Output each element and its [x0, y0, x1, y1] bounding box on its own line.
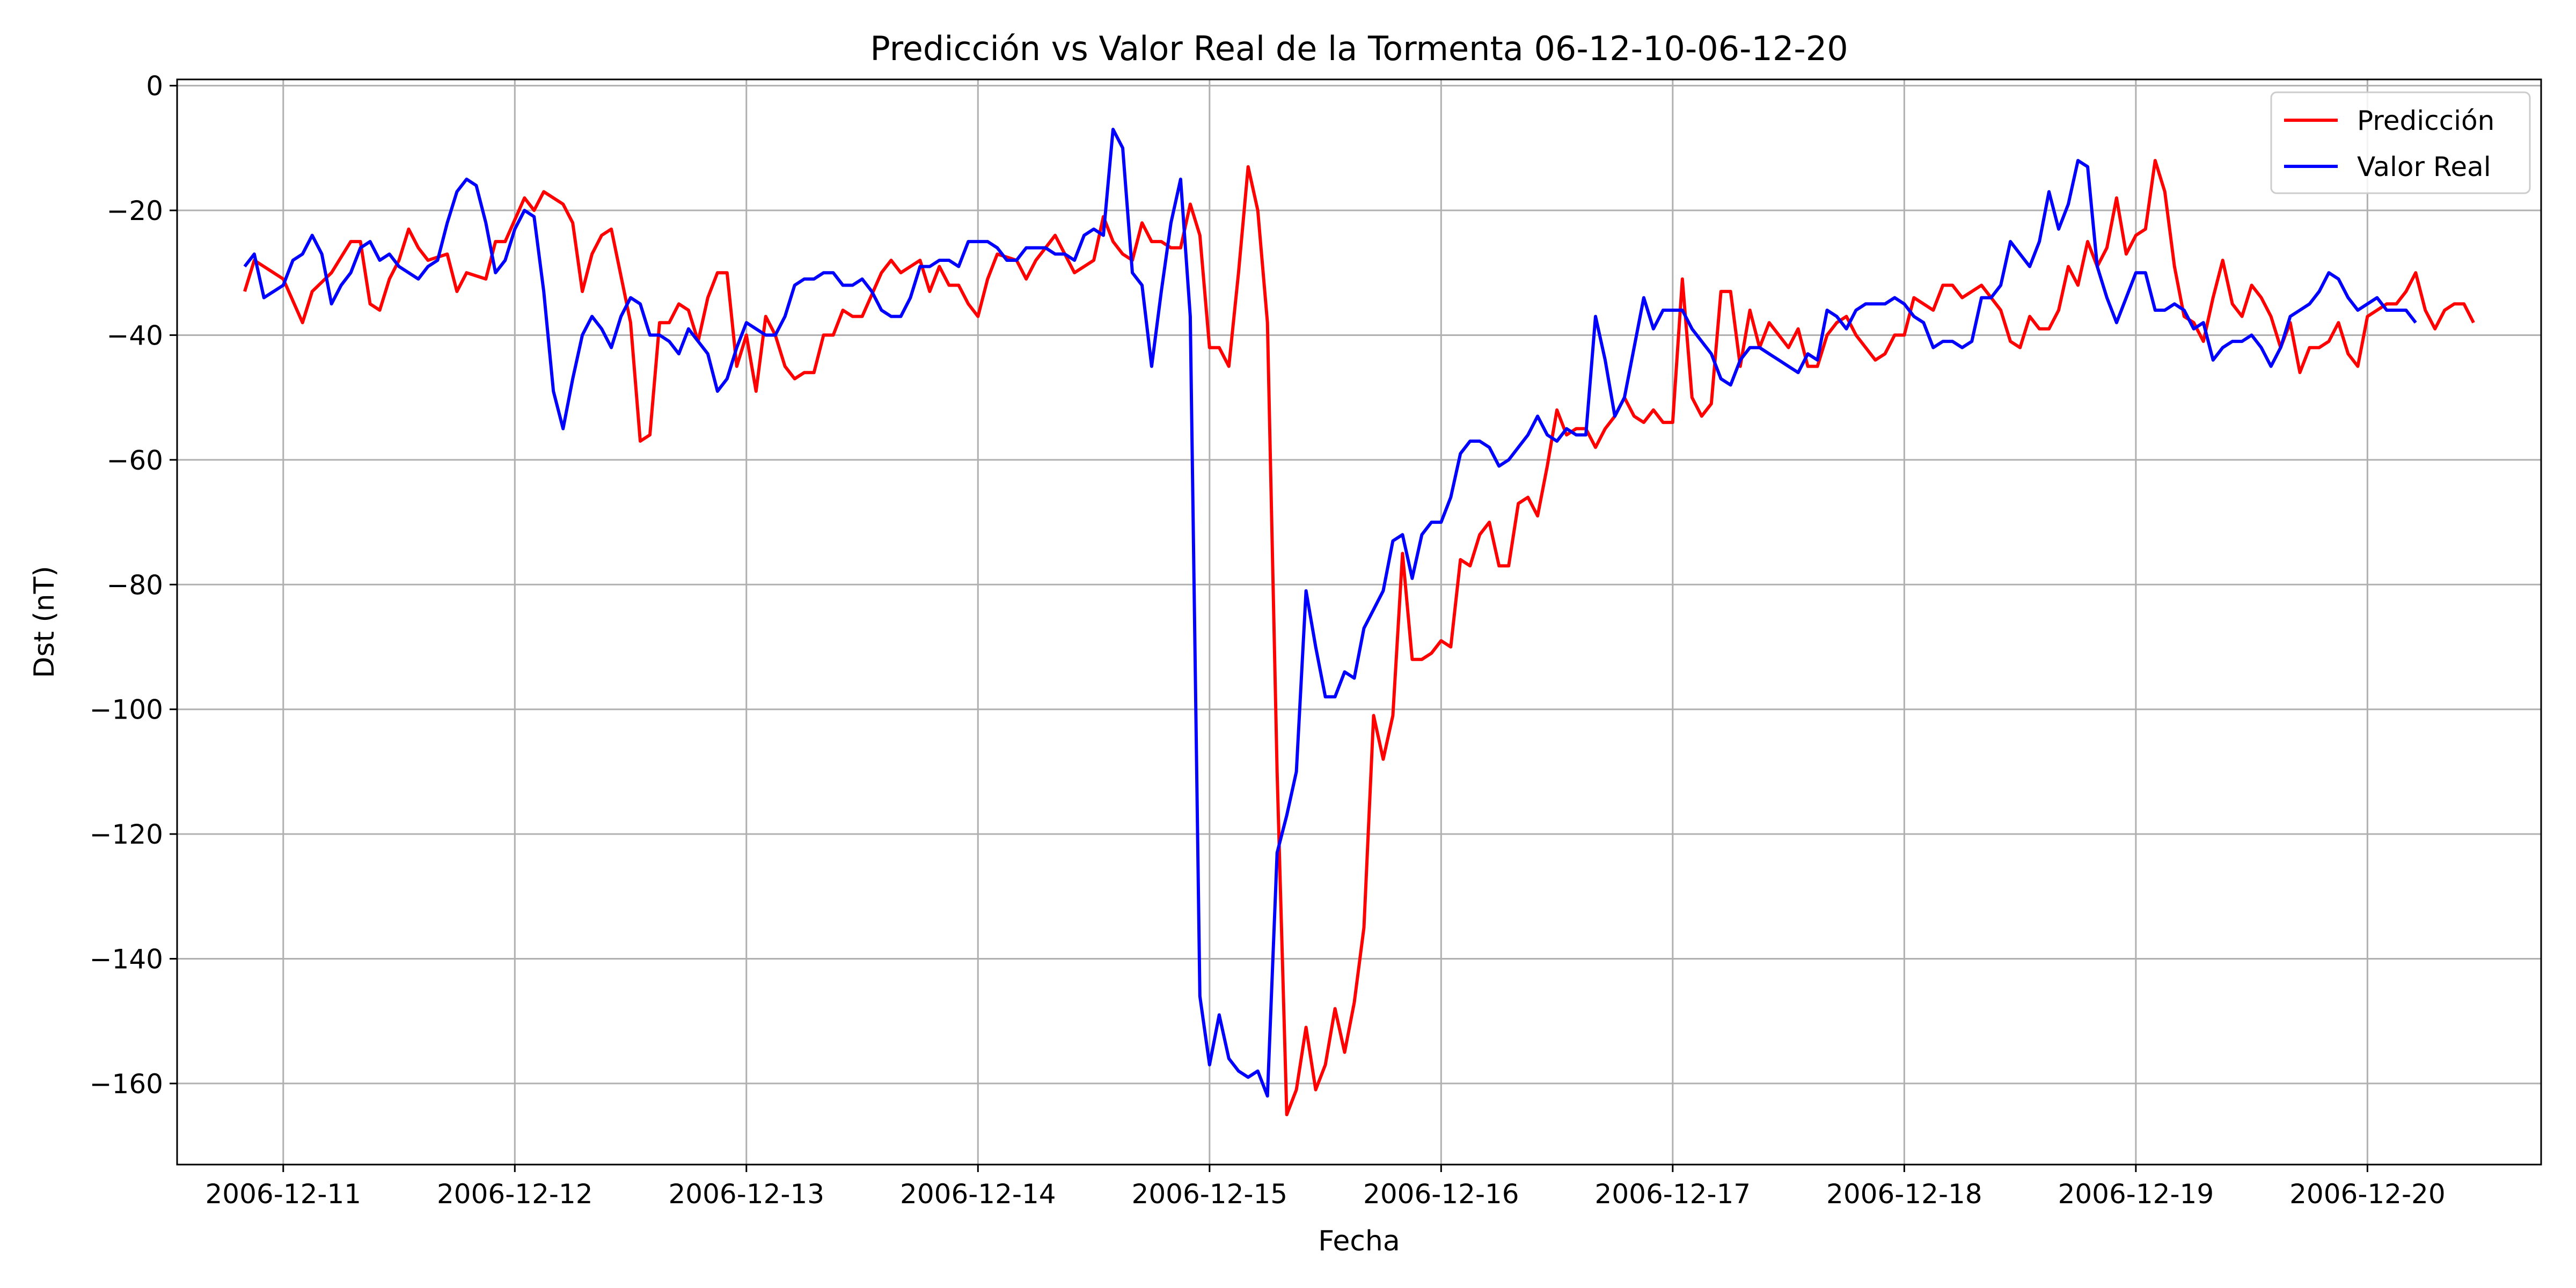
series-line [243, 159, 2475, 1116]
y-tick-label: −120 [90, 819, 163, 850]
y-tick-label: −60 [106, 445, 163, 476]
legend-label: Predicción [2357, 105, 2494, 136]
x-tick-label: 2006-12-14 [900, 1179, 1056, 1210]
y-axis-label: Dst (nT) [28, 566, 61, 678]
series-line [243, 128, 2417, 1098]
x-tick-label: 2006-12-13 [669, 1179, 825, 1210]
legend: Predicción Valor Real [2270, 91, 2531, 194]
y-tick-label: −100 [90, 694, 163, 726]
chart-title: Predicción vs Valor Real de la Tormenta … [870, 29, 1848, 68]
x-tick-label: 2006-12-18 [1826, 1179, 1982, 1210]
y-tick-label: −40 [106, 320, 163, 351]
y-tick-label: 0 [146, 71, 163, 102]
x-tick-label: 2006-12-20 [2289, 1179, 2446, 1210]
x-tick-label: 2006-12-19 [2058, 1179, 2214, 1210]
x-tick-label: 2006-12-12 [437, 1179, 593, 1210]
x-tick-label: 2006-12-11 [205, 1179, 361, 1210]
series-lines [243, 128, 2475, 1116]
legend-label: Valor Real [2357, 151, 2491, 182]
y-tick-label: −160 [90, 1069, 163, 1100]
x-tick-label: 2006-12-16 [1363, 1179, 1519, 1210]
x-axis-ticks: 2006-12-11 2006-12-12 2006-12-13 2006-12-14… [205, 1165, 2446, 1210]
x-tick-label: 2006-12-15 [1132, 1179, 1288, 1210]
y-tick-label: −80 [106, 569, 163, 601]
x-axis-label: Fecha [1318, 1225, 1400, 1257]
plot-frame [176, 78, 2542, 1166]
y-tick-label: −140 [90, 944, 163, 975]
x-tick-label: 2006-12-17 [1595, 1179, 1751, 1210]
y-tick-label: −20 [106, 195, 163, 226]
y-axis-ticks: 0 −20 −40 −60 −80 −100 −120 −140 −160 [90, 71, 177, 1100]
